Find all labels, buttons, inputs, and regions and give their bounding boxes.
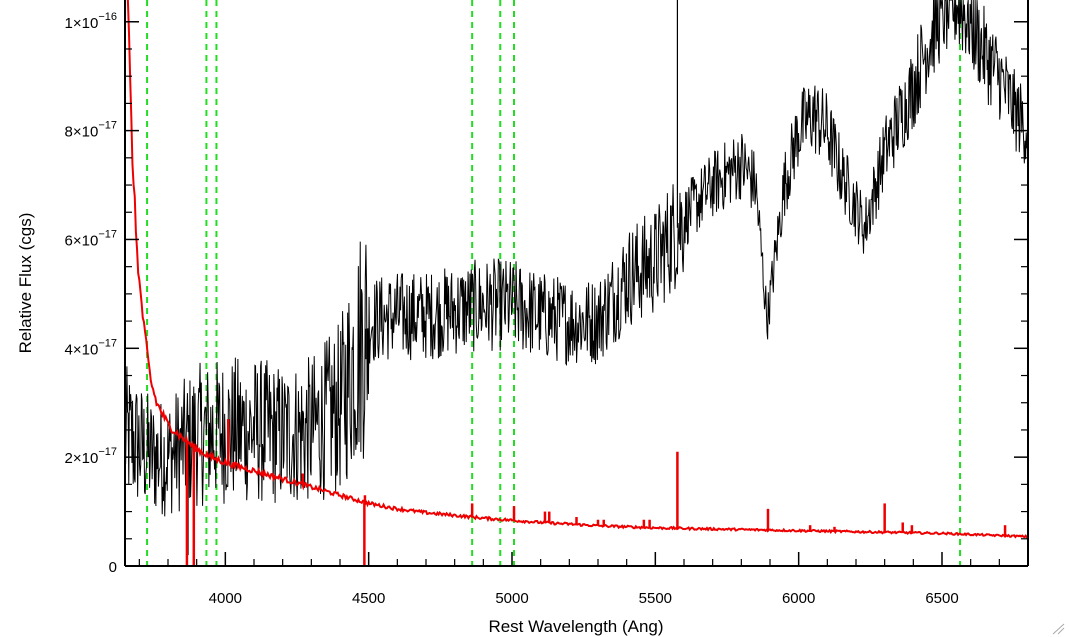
y-tick-mantissa: 4×10 — [65, 341, 99, 358]
x-tick-label: 5000 — [495, 590, 528, 607]
y-tick-exponent: −16 — [98, 11, 117, 23]
x-tick-label: 4000 — [209, 590, 242, 607]
y-axis-ticks: 02×10−174×10−176×10−178×10−171×10−16 — [65, 11, 1028, 576]
y-tick-label: 4×10−17 — [65, 337, 117, 358]
x-tick-label: 6000 — [782, 590, 815, 607]
series-line — [126, 0, 1029, 539]
x-axis-label: Rest Wavelength (Ang) — [488, 617, 663, 636]
y-tick-mantissa: 8×10 — [65, 124, 99, 141]
y-tick-label: 0 — [109, 559, 117, 576]
y-tick-exponent: −17 — [98, 120, 117, 132]
series-layer — [124, 0, 1029, 566]
y-tick-mantissa: 2×10 — [65, 450, 99, 467]
y-tick-mantissa: 0 — [109, 559, 117, 576]
y-tick-mantissa: 1×10 — [65, 15, 99, 32]
x-tick-label: 5500 — [639, 590, 672, 607]
y-tick-label: 8×10−17 — [65, 120, 117, 141]
series-0 — [124, 0, 1028, 556]
series-1 — [126, 0, 1029, 566]
x-axis-ticks: 4000 4500 5000 5500 6000 6500 — [138, 552, 1029, 607]
y-tick-exponent: −17 — [98, 446, 117, 458]
y-tick-mantissa: 6×10 — [65, 232, 99, 249]
x-tick-label: 6500 — [925, 590, 958, 607]
y-tick-exponent: −17 — [98, 337, 117, 349]
y-axis-label: Relative Flux (cgs) — [16, 213, 35, 354]
axes — [124, 0, 1029, 567]
y-tick-label: 2×10−17 — [65, 446, 117, 467]
y-tick-exponent: −17 — [98, 228, 117, 240]
series-line — [124, 0, 1028, 517]
y-tick-label: 6×10−17 — [65, 228, 117, 249]
x-tick-label: 4500 — [352, 590, 385, 607]
resize-grip-icon[interactable] — [1051, 623, 1065, 635]
y-tick-label: 1×10−16 — [65, 11, 117, 32]
